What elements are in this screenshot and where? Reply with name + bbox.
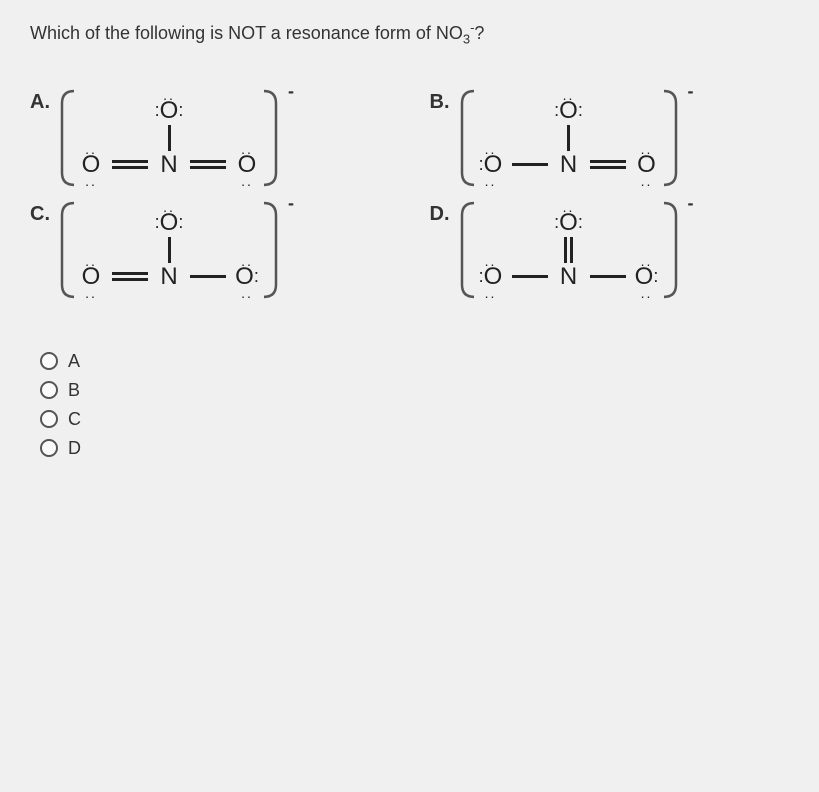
bond-line xyxy=(112,278,148,281)
bond-line xyxy=(512,275,548,278)
bracket-right xyxy=(662,199,680,301)
question-text: Which of the following is NOT a resonanc… xyxy=(30,20,789,47)
structure-cell-A: A. :O: O N O - xyxy=(30,87,390,189)
lewis-structure: :O: O N O xyxy=(58,87,280,189)
charge-superscript: - xyxy=(688,193,694,214)
lewis-structure: :O: :O N O: xyxy=(458,199,680,301)
bottom-row: :O N O xyxy=(476,151,662,179)
option-A[interactable]: A xyxy=(40,351,789,372)
bond-horizontal xyxy=(190,160,226,169)
bond-line xyxy=(190,166,226,169)
question-suffix: ? xyxy=(474,23,484,43)
charge-superscript: - xyxy=(288,193,294,214)
bond-vertical xyxy=(168,237,171,263)
question-subscript: 3 xyxy=(463,32,470,47)
structure-cell-B: B. :O: :O N O - xyxy=(430,87,790,189)
bond-horizontal xyxy=(112,160,148,169)
bond-vertical xyxy=(564,237,573,263)
radio-icon[interactable] xyxy=(40,381,58,399)
bond-line xyxy=(564,237,567,263)
radio-icon[interactable] xyxy=(40,352,58,370)
bond-line xyxy=(590,160,626,163)
atom-oxygen-left: O xyxy=(76,151,106,179)
lewis-structure: :O: :O N O xyxy=(458,87,680,189)
bond-line xyxy=(570,237,573,263)
bottom-row: :O N O: xyxy=(476,263,662,291)
structure-cell-D: D. :O: :O N O: - xyxy=(430,199,790,301)
bond-line xyxy=(112,272,148,275)
bracket-wrap: :O: :O N O - xyxy=(458,87,680,189)
atom-oxygen-top: :O: xyxy=(154,209,184,237)
charge-superscript: - xyxy=(288,81,294,102)
bracket-wrap: :O: :O N O: - xyxy=(458,199,680,301)
bond-horizontal xyxy=(112,272,148,281)
structure-label: A. xyxy=(30,91,50,114)
atom-oxygen-top: :O: xyxy=(154,97,184,125)
structure-label: B. xyxy=(430,91,450,114)
radio-icon[interactable] xyxy=(40,410,58,428)
option-D[interactable]: D xyxy=(40,438,789,459)
bond-line xyxy=(590,275,626,278)
bond-horizontal xyxy=(590,160,626,169)
bracket-wrap: :O: O N O: - xyxy=(58,199,280,301)
atom-oxygen-right: O xyxy=(632,151,662,179)
atom-nitrogen: N xyxy=(154,151,184,179)
bond-line xyxy=(168,125,171,151)
atom-oxygen-left: :O xyxy=(476,263,506,291)
bond-vertical xyxy=(168,125,171,151)
option-label: A xyxy=(68,351,80,372)
atom-nitrogen: N xyxy=(554,151,584,179)
option-label: B xyxy=(68,380,80,401)
answer-options: A B C D xyxy=(40,351,789,459)
bond-vertical xyxy=(567,125,570,151)
option-C[interactable]: C xyxy=(40,409,789,430)
lewis-structure: :O: O N O: xyxy=(58,199,280,301)
bond-line xyxy=(112,160,148,163)
question-prefix: Which of the following is NOT a resonanc… xyxy=(30,23,463,43)
atom-oxygen-right: O: xyxy=(232,263,262,291)
bond-horizontal xyxy=(512,163,548,166)
bond-horizontal xyxy=(590,275,626,278)
charge-superscript: - xyxy=(688,81,694,102)
atom-oxygen-left: O xyxy=(76,263,106,291)
structures-grid: A. :O: O N O - xyxy=(30,87,789,301)
bracket-right xyxy=(262,199,280,301)
bond-line xyxy=(190,275,226,278)
bond-line xyxy=(168,237,171,263)
atom-nitrogen: N xyxy=(554,263,584,291)
bond-line xyxy=(567,125,570,151)
option-label: C xyxy=(68,409,81,430)
bond-horizontal xyxy=(512,275,548,278)
atom-oxygen-right: O: xyxy=(632,263,662,291)
structure-label: C. xyxy=(30,203,50,226)
bracket-wrap: :O: O N O - xyxy=(58,87,280,189)
option-label: D xyxy=(68,438,81,459)
bracket-right xyxy=(262,87,280,189)
bond-horizontal xyxy=(190,275,226,278)
bond-line xyxy=(590,166,626,169)
atom-oxygen-top: :O: xyxy=(554,209,584,237)
bond-line xyxy=(112,166,148,169)
atom-oxygen-top: :O: xyxy=(554,97,584,125)
option-B[interactable]: B xyxy=(40,380,789,401)
atom-oxygen-left: :O xyxy=(476,151,506,179)
bottom-row: O N O xyxy=(76,151,262,179)
structure-cell-C: C. :O: O N O: - xyxy=(30,199,390,301)
atom-nitrogen: N xyxy=(154,263,184,291)
atom-oxygen-right: O xyxy=(232,151,262,179)
radio-icon[interactable] xyxy=(40,439,58,457)
bond-line xyxy=(190,160,226,163)
bottom-row: O N O: xyxy=(76,263,262,291)
bond-line xyxy=(512,163,548,166)
bracket-right xyxy=(662,87,680,189)
structure-label: D. xyxy=(430,203,450,226)
